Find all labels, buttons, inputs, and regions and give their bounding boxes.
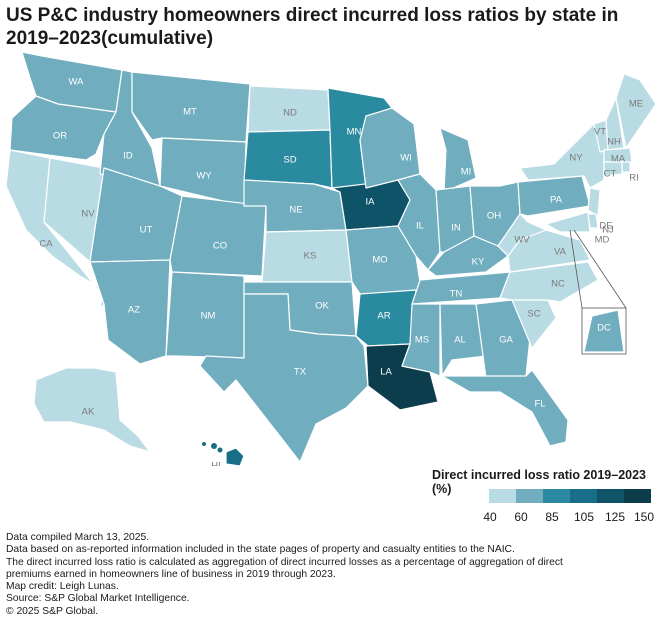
hawaii-island	[211, 443, 217, 449]
legend-tick-40: 40	[483, 510, 497, 524]
state-me	[615, 73, 657, 149]
state-label-ma: MA	[611, 154, 626, 165]
state-label-ct: CT	[604, 169, 617, 180]
state-ma	[603, 147, 633, 163]
state-label-mn: MN	[347, 127, 362, 138]
state-label-wa: WA	[69, 77, 85, 88]
state-md	[545, 211, 591, 233]
state-label-va: VA	[554, 247, 567, 258]
state-label-ok: OK	[315, 301, 329, 312]
state-label-nc: NC	[551, 279, 565, 290]
legend-title: Direct incurred loss ratio 2019–2023 (%)	[432, 468, 647, 496]
legend-swatch-2	[516, 489, 543, 503]
state-label-in: IN	[451, 223, 461, 234]
legend-tick-60: 60	[514, 510, 528, 524]
state-co	[169, 195, 267, 277]
state-label-tx: TX	[294, 367, 307, 378]
state-label-me: ME	[629, 99, 643, 110]
state-label-la: LA	[380, 367, 392, 378]
state-label-nh: NH	[607, 137, 621, 148]
state-label-mo: MO	[372, 255, 387, 266]
legend-swatch-5	[597, 489, 624, 503]
state-label-ca: CA	[39, 239, 53, 250]
note-source: Source: S&P Global Market Intelligence.	[6, 593, 190, 605]
state-sd	[243, 129, 333, 189]
state-label-or: OR	[53, 131, 67, 142]
state-label-ky: KY	[472, 257, 485, 268]
state-label-pa: PA	[550, 195, 563, 206]
note-map-credit: Map credit: Leigh Lunas.	[6, 581, 119, 593]
us-choropleth-map: WA OR CA NV ID MT WY UT AZ CO NM ND SD NE KS OK TX MN IA MO…	[5, 51, 657, 466]
note-data-basis: Data based on as-reported information in…	[6, 544, 515, 556]
state-mi	[439, 127, 477, 193]
state-label-il: IL	[416, 221, 424, 232]
state-al	[439, 303, 487, 377]
state-label-ia: IA	[366, 197, 376, 208]
state-tx	[199, 293, 369, 463]
state-label-oh: OH	[487, 211, 501, 222]
footnotes: Data compiled March 13, 2025. Data based…	[6, 532, 656, 618]
legend-tick-150: 150	[633, 510, 655, 524]
state-ct	[603, 161, 623, 177]
state-fl	[441, 369, 569, 447]
state-label-wv: WV	[514, 235, 530, 246]
state-label-ar: AR	[377, 311, 390, 322]
state-label-md: MD	[595, 235, 610, 246]
hawaii-island	[202, 442, 206, 446]
state-label-sc: SC	[527, 309, 540, 320]
state-label-dc: DC	[597, 323, 611, 334]
state-label-ms: MS	[415, 335, 429, 346]
note-compiled: Data compiled March 13, 2025.	[6, 532, 150, 543]
state-label-nj: NJ	[602, 225, 614, 236]
legend-tick-105: 105	[573, 510, 595, 524]
state-ga	[475, 299, 531, 379]
hawaii-island	[217, 447, 223, 453]
state-label-ne: NE	[289, 205, 302, 216]
state-hi	[225, 447, 245, 466]
state-label-vt: VT	[594, 127, 606, 138]
legend-swatch-3	[543, 489, 570, 503]
legend-tick-85: 85	[545, 510, 559, 524]
note-copyright: © 2025 S&P Global.	[6, 605, 99, 617]
state-label-co: CO	[213, 241, 227, 252]
state-label-ri: RI	[629, 173, 639, 184]
state-label-wi: WI	[400, 153, 412, 164]
state-label-sd: SD	[283, 155, 296, 166]
legend-swatch-6	[624, 489, 651, 503]
state-label-id: ID	[123, 151, 133, 162]
note-method-2: premiums earned in homeowners line of bu…	[6, 568, 336, 580]
state-label-hi: HI	[211, 461, 221, 466]
state-label-ut: UT	[140, 225, 153, 236]
dc-leader-line	[569, 229, 583, 309]
legend-swatch-1	[489, 489, 516, 503]
state-label-nm: NM	[201, 311, 216, 322]
state-label-fl: FL	[534, 399, 545, 410]
state-label-ga: GA	[499, 335, 513, 346]
state-label-de: DE	[599, 221, 612, 232]
state-nj	[587, 187, 601, 217]
state-label-az: AZ	[128, 305, 140, 316]
dc-leader-line	[573, 229, 627, 309]
note-method-1: The direct incurred loss ratio is calcul…	[6, 556, 563, 568]
state-label-ny: NY	[569, 153, 583, 164]
state-label-al: AL	[454, 335, 466, 346]
state-label-mt: MT	[183, 107, 197, 118]
state-ak	[33, 367, 151, 453]
state-label-nv: NV	[81, 209, 95, 220]
legend-tick-125: 125	[604, 510, 626, 524]
chart-title: US P&C industry homeowners direct incurr…	[6, 5, 619, 49]
state-label-nd: ND	[283, 108, 297, 119]
state-label-wy: WY	[196, 171, 212, 182]
state-label-ks: KS	[304, 251, 317, 262]
state-label-tn: TN	[450, 289, 463, 300]
legend-color-scale	[489, 489, 651, 503]
state-label-ak: AK	[82, 407, 95, 418]
state-dc	[583, 309, 625, 353]
state-label-mi: MI	[461, 167, 472, 178]
legend-swatch-4	[570, 489, 597, 503]
dc-inset-box	[581, 307, 627, 355]
